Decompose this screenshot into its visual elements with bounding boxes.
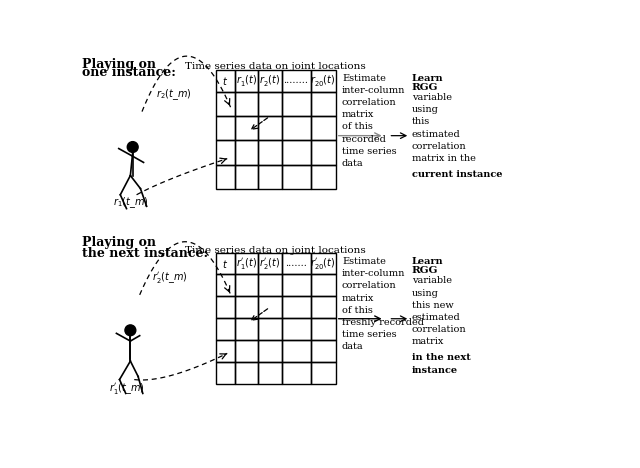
Bar <box>216 92 235 116</box>
Bar <box>310 70 336 92</box>
Bar <box>235 362 259 384</box>
Text: $r_2'(t)$: $r_2'(t)$ <box>259 256 280 271</box>
Bar <box>235 165 259 190</box>
Text: $r_1'(t\_m)$: $r_1'(t\_m)$ <box>109 380 144 395</box>
Bar <box>235 274 259 296</box>
Text: Time series data on joint locations: Time series data on joint locations <box>186 246 366 255</box>
Bar <box>310 296 336 318</box>
Bar <box>216 70 235 92</box>
Text: Playing on: Playing on <box>83 58 156 71</box>
Bar <box>259 140 282 165</box>
Bar <box>235 70 259 92</box>
Bar <box>216 296 235 318</box>
Bar <box>235 140 259 165</box>
Bar <box>282 274 310 296</box>
Bar <box>216 253 235 274</box>
Text: Time series data on joint locations: Time series data on joint locations <box>186 62 366 71</box>
Bar <box>235 92 259 116</box>
Bar <box>282 70 310 92</box>
Bar <box>259 165 282 190</box>
Bar <box>282 253 310 274</box>
Bar <box>216 340 235 362</box>
Text: Learn: Learn <box>412 74 444 83</box>
Bar <box>259 340 282 362</box>
Text: $r_{20}'(t)$: $r_{20}'(t)$ <box>310 256 336 271</box>
Bar <box>282 140 310 165</box>
Text: Learn: Learn <box>412 257 444 266</box>
Bar <box>216 165 235 190</box>
Text: $r_1'(t)$: $r_1'(t)$ <box>236 256 257 271</box>
Bar <box>310 340 336 362</box>
Bar <box>216 116 235 140</box>
Bar <box>216 362 235 384</box>
Text: the next instance:: the next instance: <box>83 247 209 260</box>
Bar <box>259 116 282 140</box>
Bar <box>259 274 282 296</box>
Bar <box>282 116 310 140</box>
Circle shape <box>125 325 136 336</box>
Bar <box>235 340 259 362</box>
Circle shape <box>127 142 138 153</box>
Bar <box>282 340 310 362</box>
Bar <box>259 362 282 384</box>
Bar <box>310 253 336 274</box>
Bar <box>216 140 235 165</box>
Bar <box>259 92 282 116</box>
Text: in the next
instance: in the next instance <box>412 353 470 374</box>
Text: $r_2'(t\_m)$: $r_2'(t\_m)$ <box>152 271 188 285</box>
Bar <box>235 116 259 140</box>
Bar <box>259 296 282 318</box>
Text: RGG: RGG <box>412 266 438 275</box>
Text: $r_1(t\_m)$: $r_1(t\_m)$ <box>113 195 149 210</box>
Text: Estimate
inter-column
correlation
matrix
of this
freshly recorded
time series
da: Estimate inter-column correlation matrix… <box>342 257 424 351</box>
Text: Estimate
inter-column
correlation
matrix
of this
recorded
time series
data: Estimate inter-column correlation matrix… <box>342 74 405 168</box>
Text: current instance: current instance <box>412 170 502 179</box>
Bar <box>310 92 336 116</box>
Bar <box>235 253 259 274</box>
Text: one instance:: one instance: <box>83 66 176 79</box>
Bar <box>282 92 310 116</box>
Text: $r_1^{}(t)$: $r_1^{}(t)$ <box>236 73 257 88</box>
Bar <box>259 318 282 340</box>
Bar <box>282 165 310 190</box>
Bar <box>282 362 310 384</box>
Text: .......: ....... <box>285 259 307 268</box>
Bar <box>310 274 336 296</box>
Text: ........: ........ <box>284 76 308 85</box>
Bar <box>235 296 259 318</box>
Bar <box>259 253 282 274</box>
Text: variable
using
this
estimated
correlation
matrix in the: variable using this estimated correlatio… <box>412 93 476 163</box>
Text: $r_2(t\_m)$: $r_2(t\_m)$ <box>156 87 191 102</box>
Bar <box>282 296 310 318</box>
Text: $t$: $t$ <box>222 75 228 87</box>
Bar <box>310 318 336 340</box>
Bar <box>216 318 235 340</box>
Text: Playing on: Playing on <box>83 235 156 249</box>
Bar <box>216 274 235 296</box>
Text: variable
using
this new
estimated
correlation
matrix: variable using this new estimated correl… <box>412 277 467 346</box>
Text: $r_{20}^{}(t)$: $r_{20}^{}(t)$ <box>310 73 336 88</box>
Text: $r_2^{}(t)$: $r_2^{}(t)$ <box>259 73 280 88</box>
Bar <box>282 318 310 340</box>
Text: $t$: $t$ <box>222 258 228 270</box>
Bar <box>310 165 336 190</box>
Bar <box>310 140 336 165</box>
Text: RGG: RGG <box>412 83 438 92</box>
Bar <box>259 70 282 92</box>
Bar <box>235 318 259 340</box>
Bar <box>310 116 336 140</box>
Bar <box>310 362 336 384</box>
